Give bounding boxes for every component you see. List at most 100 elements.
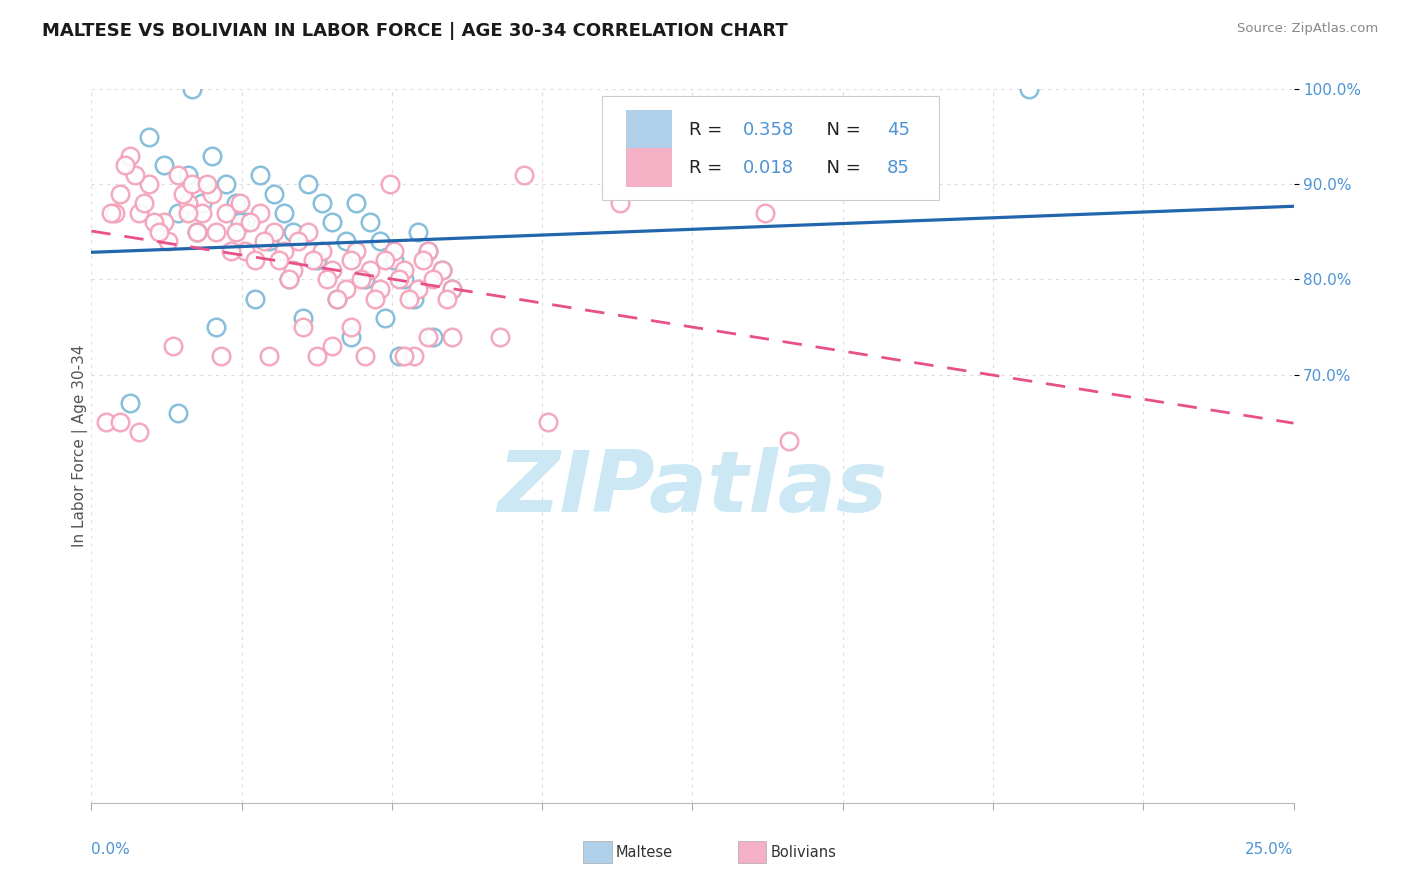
Text: N =: N = [815, 159, 866, 177]
Point [124, 168, 146, 182]
Point [219, 244, 242, 258]
Point [311, 196, 333, 211]
Point [186, 225, 208, 239]
Point [128, 206, 150, 220]
Point [287, 235, 309, 249]
FancyBboxPatch shape [602, 96, 939, 200]
Point [432, 263, 454, 277]
Point [195, 178, 218, 192]
Point [325, 292, 347, 306]
Point [233, 244, 256, 258]
Point [110, 186, 132, 201]
Point [388, 349, 411, 363]
Text: R =: R = [689, 121, 728, 139]
Text: 25.0%: 25.0% [1246, 842, 1294, 856]
Point [359, 263, 381, 277]
Point [412, 253, 434, 268]
Point [181, 82, 204, 96]
Text: 0.0%: 0.0% [91, 842, 131, 856]
Point [364, 292, 387, 306]
Point [778, 434, 800, 449]
Point [340, 329, 363, 343]
Point [340, 253, 363, 268]
Point [104, 206, 127, 220]
Point [142, 215, 165, 229]
FancyBboxPatch shape [626, 148, 672, 187]
Point [513, 168, 536, 182]
Point [191, 196, 214, 211]
Point [205, 225, 228, 239]
Point [422, 329, 444, 343]
Point [388, 272, 411, 286]
Point [172, 186, 194, 201]
Point [267, 253, 290, 268]
Point [354, 272, 377, 286]
Point [128, 425, 150, 439]
Text: ZIPatlas: ZIPatlas [498, 447, 887, 531]
Point [114, 158, 136, 172]
Point [378, 178, 401, 192]
Text: 45: 45 [887, 121, 910, 139]
Point [321, 215, 343, 229]
Point [374, 253, 396, 268]
Point [297, 225, 319, 239]
Point [259, 235, 281, 249]
Point [311, 244, 333, 258]
Point [398, 292, 420, 306]
Point [382, 244, 405, 258]
Point [253, 235, 276, 249]
Point [148, 225, 170, 239]
Point [186, 225, 208, 239]
Point [200, 186, 222, 201]
Point [167, 168, 190, 182]
Y-axis label: In Labor Force | Age 30-34: In Labor Force | Age 30-34 [72, 344, 89, 548]
Text: Bolivians: Bolivians [770, 846, 837, 860]
Text: 85: 85 [887, 159, 910, 177]
Point [416, 244, 439, 258]
Point [340, 320, 363, 334]
Point [167, 206, 190, 220]
Point [94, 415, 117, 429]
Point [335, 235, 357, 249]
Text: 0.358: 0.358 [742, 121, 794, 139]
Point [408, 225, 430, 239]
Point [215, 178, 238, 192]
Point [205, 320, 228, 334]
Point [200, 149, 222, 163]
FancyBboxPatch shape [626, 111, 672, 150]
Point [489, 329, 512, 343]
Point [402, 349, 425, 363]
Text: N =: N = [815, 121, 866, 139]
Point [321, 339, 343, 353]
Point [277, 272, 299, 286]
Point [344, 244, 367, 258]
Point [243, 292, 266, 306]
Point [157, 235, 180, 249]
Point [392, 349, 415, 363]
Point [316, 272, 339, 286]
Point [537, 415, 560, 429]
Point [392, 272, 415, 286]
Point [273, 244, 295, 258]
Point [138, 129, 160, 144]
Point [416, 329, 439, 343]
Point [283, 225, 305, 239]
Point [263, 225, 285, 239]
Point [152, 215, 174, 229]
Point [239, 215, 262, 229]
Point [335, 282, 357, 296]
Point [191, 206, 214, 220]
Point [321, 263, 343, 277]
Point [440, 282, 463, 296]
Point [368, 282, 391, 296]
Text: MALTESE VS BOLIVIAN IN LABOR FORCE | AGE 30-34 CORRELATION CHART: MALTESE VS BOLIVIAN IN LABOR FORCE | AGE… [42, 22, 787, 40]
Point [225, 196, 247, 211]
Point [249, 206, 271, 220]
Point [176, 168, 198, 182]
Point [307, 349, 329, 363]
Point [229, 196, 252, 211]
Point [176, 206, 198, 220]
Point [118, 149, 141, 163]
Point [291, 320, 314, 334]
Point [297, 178, 319, 192]
